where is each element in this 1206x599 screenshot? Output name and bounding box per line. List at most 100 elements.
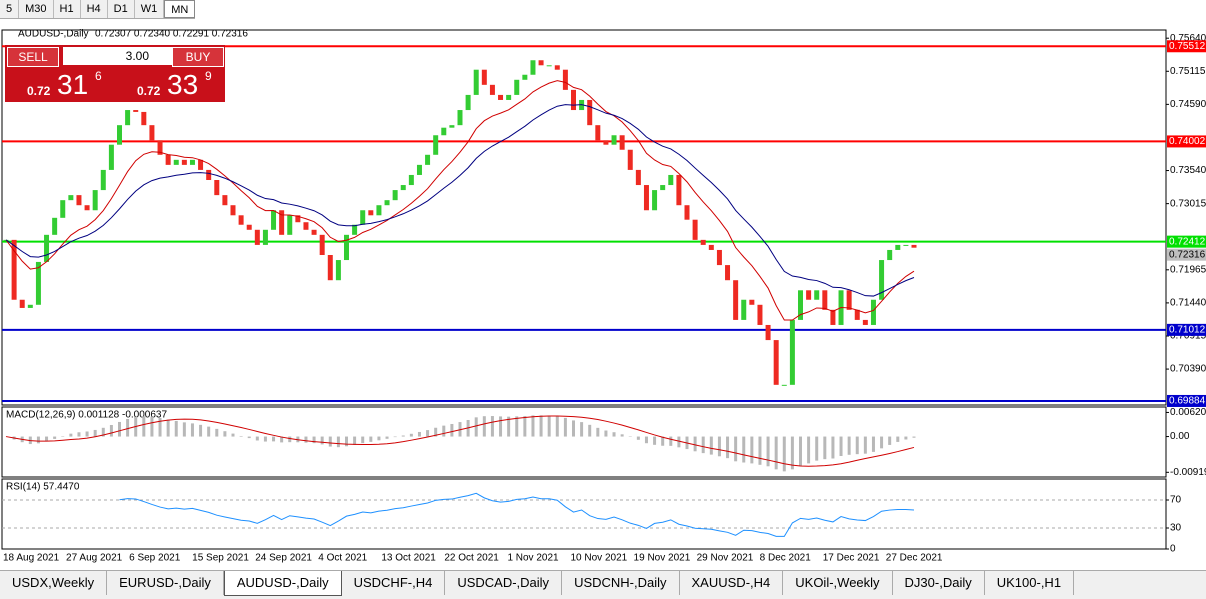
- macd-bar: [361, 437, 364, 444]
- macd-bar: [669, 437, 672, 446]
- candle-body: [28, 305, 33, 308]
- candle-body: [425, 155, 430, 165]
- macd-bar: [37, 437, 40, 444]
- candle-body: [571, 90, 576, 110]
- candle-body: [125, 110, 130, 125]
- chart-tab[interactable]: XAUUSD-,H4: [680, 571, 784, 595]
- candle-body: [847, 290, 852, 310]
- candle-body: [903, 245, 908, 246]
- macd-bar: [475, 417, 478, 436]
- macd-bar: [183, 422, 186, 436]
- price-frac: 6: [95, 69, 102, 83]
- macd-bar: [394, 437, 397, 438]
- macd-bar: [823, 437, 826, 460]
- macd-bar: [677, 437, 680, 448]
- price-big: 0.72: [27, 84, 50, 98]
- y-tick-label: 0.71965: [1170, 264, 1206, 275]
- macd-bar: [199, 425, 202, 437]
- chart-tab[interactable]: USDCAD-,Daily: [445, 571, 562, 595]
- macd-bar: [207, 427, 210, 437]
- y-tick-label: 30: [1170, 523, 1182, 534]
- chart-tab[interactable]: UK100-,H1: [985, 571, 1074, 595]
- candle-body: [68, 195, 73, 200]
- candle-body: [563, 70, 568, 90]
- candle-body: [830, 310, 835, 325]
- macd-bar: [410, 434, 413, 437]
- chart-tab[interactable]: USDCHF-,H4: [342, 571, 446, 595]
- macd-bar: [856, 437, 859, 455]
- macd-bar: [540, 415, 543, 436]
- chart-tab[interactable]: UKOil-,Weekly: [783, 571, 892, 595]
- macd-bar: [483, 416, 486, 436]
- macd-bar: [604, 431, 607, 437]
- x-tick-label: 6 Sep 2021: [129, 553, 181, 564]
- macd-bar: [418, 432, 421, 437]
- candle-body: [530, 60, 535, 74]
- x-tick-label: 22 Oct 2021: [444, 553, 499, 564]
- price-big: 0.72: [137, 84, 160, 98]
- y-tick-label: 0: [1170, 544, 1176, 555]
- candle-body: [360, 210, 365, 224]
- macd-bar: [450, 424, 453, 437]
- chart-tab[interactable]: DJ30-,Daily: [893, 571, 985, 595]
- candle-body: [60, 200, 65, 218]
- candle-body: [725, 265, 730, 280]
- y-tick-label: 0.00: [1170, 431, 1190, 442]
- candle-body: [612, 135, 617, 144]
- y-tick-label: -0.009194: [1170, 467, 1206, 478]
- candle-body: [52, 218, 57, 235]
- candle-body: [806, 290, 811, 299]
- lot-input[interactable]: 3.00: [63, 47, 173, 65]
- x-tick-label: 4 Oct 2021: [318, 553, 367, 564]
- candle-body: [506, 95, 511, 100]
- macd-bar: [86, 431, 89, 436]
- macd-bar: [515, 416, 518, 436]
- macd-bar: [913, 437, 916, 438]
- y-tick-label: 0.74590: [1170, 99, 1206, 110]
- chart-tab[interactable]: USDCNH-,Daily: [562, 571, 679, 595]
- candle-body: [287, 215, 292, 235]
- macd-bar: [386, 437, 389, 439]
- candle-body: [174, 160, 179, 165]
- candle-body: [790, 320, 795, 385]
- macd-bar: [904, 437, 907, 440]
- candle-body: [644, 185, 649, 210]
- macd-bar: [337, 437, 340, 448]
- macd-bar: [613, 432, 616, 436]
- macd-bar: [369, 437, 372, 442]
- buy-button[interactable]: BUY: [172, 47, 224, 67]
- x-tick-label: 17 Dec 2021: [823, 553, 880, 564]
- macd-bar: [767, 437, 770, 467]
- chart-tab[interactable]: EURUSD-,Daily: [107, 571, 224, 595]
- macd-bar: [645, 437, 648, 444]
- macd-bar: [896, 437, 899, 442]
- macd-bar: [426, 430, 429, 436]
- price-frac: 9: [205, 69, 212, 83]
- macd-bar: [694, 437, 697, 452]
- candle-body: [206, 170, 211, 180]
- macd-bar: [831, 437, 834, 459]
- candle-body: [417, 165, 422, 175]
- candle-body: [117, 125, 122, 145]
- candle-body: [312, 230, 317, 235]
- candle-body: [685, 205, 690, 219]
- macd-bar: [329, 437, 332, 447]
- candle-body: [676, 175, 681, 205]
- candle-body: [514, 80, 519, 95]
- macd-bar: [637, 437, 640, 440]
- x-tick-label: 27 Dec 2021: [886, 553, 943, 564]
- candle-body: [239, 215, 244, 224]
- macd-bar: [53, 437, 56, 439]
- candle-body: [352, 225, 357, 235]
- chart-tab[interactable]: AUDUSD-,Daily: [224, 571, 342, 596]
- y-tick-label: 0.73015: [1170, 198, 1206, 209]
- macd-bar: [232, 434, 235, 437]
- sell-button[interactable]: SELL: [7, 47, 59, 67]
- x-tick-label: 8 Dec 2021: [760, 553, 812, 564]
- chart-tab[interactable]: USDX,Weekly: [0, 571, 107, 595]
- candle-body: [458, 110, 463, 125]
- macd-bar: [548, 416, 551, 437]
